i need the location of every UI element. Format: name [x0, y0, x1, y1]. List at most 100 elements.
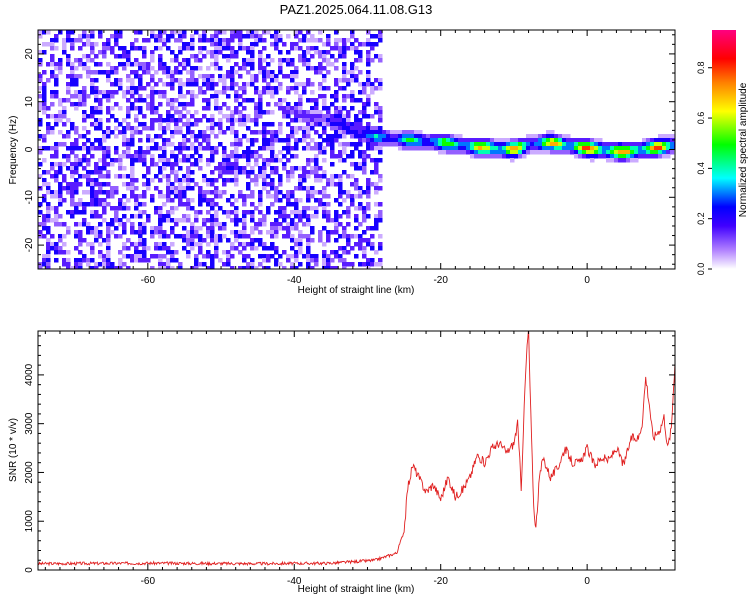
heatmap-cell	[126, 154, 131, 159]
heatmap-cell	[138, 66, 143, 71]
heatmap-cell	[122, 118, 127, 123]
heatmap-cell	[358, 126, 363, 131]
heatmap-cell	[126, 186, 131, 191]
heatmap-cell	[146, 150, 151, 155]
heatmap-cell	[234, 170, 239, 175]
heatmap-cell	[82, 158, 87, 163]
heatmap-cell	[86, 178, 91, 183]
heatmap-cell	[154, 38, 159, 43]
heatmap-cell	[590, 142, 595, 147]
heatmap-cell	[318, 146, 323, 151]
heatmap-cell	[294, 214, 299, 219]
heatmap-cell	[402, 138, 407, 143]
heatmap-cell	[190, 98, 195, 103]
heatmap-cell	[322, 190, 327, 195]
heatmap-cell	[166, 186, 171, 191]
heatmap-cell	[330, 94, 335, 99]
heatmap-cell	[106, 258, 111, 263]
heatmap-cell	[42, 158, 47, 163]
heatmap-cell	[354, 122, 359, 127]
heatmap-cell	[54, 142, 59, 147]
heatmap-cell	[190, 134, 195, 139]
heatmap-cell	[166, 234, 171, 239]
heatmap-cell	[298, 126, 303, 131]
snr-frame	[37, 330, 676, 571]
heatmap-cell	[182, 134, 187, 139]
heatmap-cell	[334, 42, 339, 47]
heatmap-cell	[234, 174, 239, 179]
heatmap-cell	[322, 114, 327, 119]
heatmap-cell	[538, 138, 543, 143]
heatmap-cell	[194, 182, 199, 187]
heatmap-cell	[202, 198, 207, 203]
heatmap-cell	[122, 174, 127, 179]
heatmap-cell	[378, 146, 383, 151]
heatmap-cell	[346, 70, 351, 75]
heatmap-cell	[286, 86, 291, 91]
heatmap-cell	[230, 130, 235, 135]
heatmap-cell	[50, 54, 55, 59]
heatmap-cell	[270, 230, 275, 235]
heatmap-cell	[222, 38, 227, 43]
heatmap-cell	[390, 134, 395, 139]
heatmap-cell	[50, 234, 55, 239]
heatmap-cell	[274, 190, 279, 195]
heatmap-cell	[190, 114, 195, 119]
heatmap-cell	[158, 246, 163, 251]
heatmap-cell	[334, 82, 339, 87]
heatmap-cell	[218, 170, 223, 175]
heatmap-cell	[54, 170, 59, 175]
heatmap-cell	[218, 142, 223, 147]
heatmap-cell	[638, 150, 643, 155]
heatmap-cell	[158, 78, 163, 83]
heatmap-cell	[306, 242, 311, 247]
heatmap-cell	[186, 214, 191, 219]
heatmap-cell	[126, 50, 131, 55]
heatmap-cell	[58, 142, 63, 147]
heatmap-cell	[242, 166, 247, 171]
heatmap-cell	[546, 138, 551, 143]
heatmap-cell	[350, 194, 355, 199]
heatmap-cell	[482, 150, 487, 155]
heatmap-cell	[234, 134, 239, 139]
heatmap-cell	[194, 54, 199, 59]
heatmap-cell	[274, 230, 279, 235]
heatmap-cell	[514, 142, 519, 147]
heatmap-cell	[310, 46, 315, 51]
heatmap-cell	[310, 206, 315, 211]
snr-xtick-label: 0	[584, 576, 590, 587]
heatmap-cell	[74, 170, 79, 175]
heatmap-cell	[98, 230, 103, 235]
heatmap-cell	[214, 178, 219, 183]
heatmap-cell	[290, 42, 295, 47]
heatmap-cell	[198, 146, 203, 151]
heatmap-cell	[246, 186, 251, 191]
heatmap-cell	[194, 30, 199, 35]
snr-ytick-label: 3000	[24, 412, 35, 435]
spectrogram-ytick-label: -20	[24, 237, 35, 252]
heatmap-cell	[246, 254, 251, 259]
heatmap-cell	[286, 222, 291, 227]
heatmap-cell	[186, 218, 191, 223]
heatmap-cell	[574, 138, 579, 143]
heatmap-cell	[378, 242, 383, 247]
heatmap-cell	[82, 110, 87, 115]
heatmap-cell	[418, 142, 423, 147]
heatmap-cell	[82, 42, 87, 47]
heatmap-cell	[502, 138, 507, 143]
heatmap-cell	[78, 38, 83, 43]
heatmap-cell	[138, 202, 143, 207]
heatmap-cell	[250, 230, 255, 235]
heatmap-cell	[122, 230, 127, 235]
heatmap-cell	[130, 222, 135, 227]
heatmap-cell	[266, 210, 271, 215]
heatmap-cell	[102, 182, 107, 187]
heatmap-cell	[110, 114, 115, 119]
heatmap-cell	[374, 166, 379, 171]
heatmap-cell	[206, 158, 211, 163]
heatmap-cell	[322, 98, 327, 103]
heatmap-cell	[58, 246, 63, 251]
heatmap-cell	[38, 62, 43, 67]
heatmap-cell	[126, 98, 131, 103]
heatmap-cell	[86, 54, 91, 59]
